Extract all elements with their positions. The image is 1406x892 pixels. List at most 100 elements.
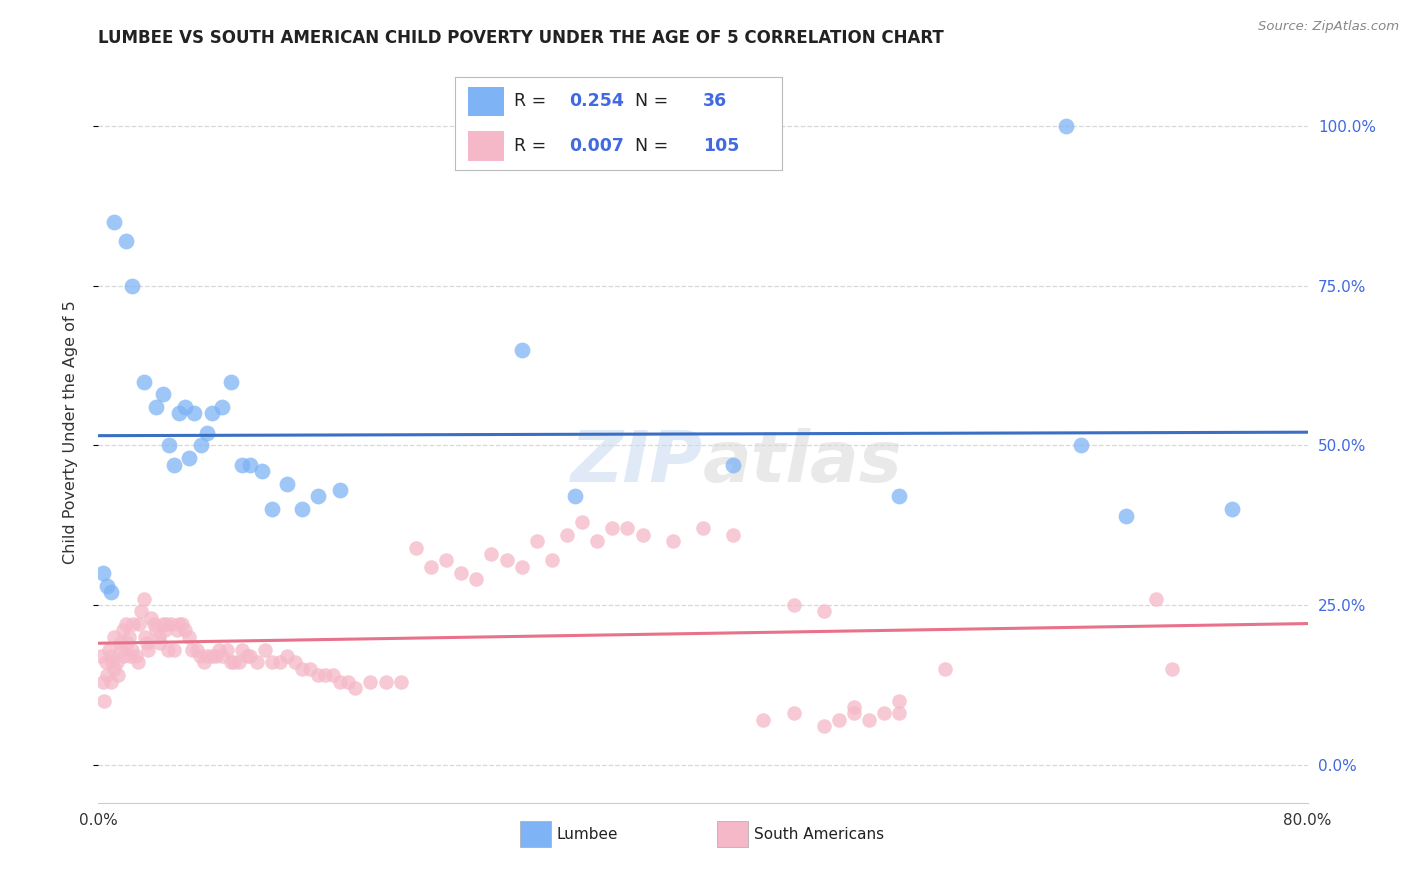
- Point: [98, 642, 121, 657]
- Point: [344, 681, 367, 695]
- Point: [434, 553, 457, 567]
- Point: [108, 636, 131, 650]
- Point: [510, 559, 533, 574]
- Text: ZIP: ZIP: [571, 428, 703, 497]
- Point: [125, 648, 148, 663]
- Point: [208, 642, 231, 657]
- Point: [586, 534, 609, 549]
- Point: [110, 642, 132, 657]
- Point: [93, 694, 115, 708]
- Point: [183, 407, 205, 421]
- Point: [723, 458, 745, 472]
- Point: [190, 438, 212, 452]
- Point: [540, 553, 562, 567]
- Point: [179, 630, 201, 644]
- Point: [934, 662, 956, 676]
- Point: [136, 642, 159, 657]
- Point: [156, 642, 179, 657]
- Point: [889, 490, 911, 504]
- Point: [195, 648, 218, 663]
- Point: [510, 343, 533, 357]
- Point: [107, 668, 129, 682]
- Point: [262, 656, 284, 670]
- Point: [555, 527, 578, 541]
- Point: [112, 648, 135, 663]
- Point: [858, 713, 880, 727]
- Point: [91, 566, 114, 580]
- Point: [181, 642, 204, 657]
- Point: [307, 668, 329, 682]
- Point: [103, 662, 125, 676]
- Point: [132, 591, 155, 606]
- Point: [121, 278, 143, 293]
- Point: [336, 674, 359, 689]
- Point: [152, 617, 174, 632]
- Point: [1220, 502, 1243, 516]
- Point: [141, 610, 163, 624]
- Point: [128, 617, 150, 632]
- Point: [122, 617, 145, 632]
- Point: [221, 375, 243, 389]
- Point: [276, 648, 298, 663]
- Point: [889, 694, 911, 708]
- Point: [163, 458, 186, 472]
- Point: [91, 674, 114, 689]
- Point: [179, 451, 201, 466]
- Point: [450, 566, 472, 580]
- Point: [314, 668, 336, 682]
- Point: [1144, 591, 1167, 606]
- Point: [495, 553, 517, 567]
- Point: [1054, 120, 1077, 134]
- Point: [235, 648, 257, 663]
- Point: [211, 648, 233, 663]
- Point: [813, 604, 835, 618]
- Point: [193, 656, 215, 670]
- Point: [224, 656, 246, 670]
- Point: [103, 630, 125, 644]
- Point: [1160, 662, 1182, 676]
- Point: [1070, 438, 1092, 452]
- Point: [100, 648, 122, 663]
- Point: [149, 636, 172, 650]
- Point: [481, 547, 503, 561]
- Point: [100, 674, 122, 689]
- Point: [121, 642, 143, 657]
- Point: [148, 630, 170, 644]
- Point: [239, 648, 262, 663]
- Point: [889, 706, 911, 721]
- Point: [269, 656, 291, 670]
- Point: [167, 617, 190, 632]
- Point: [291, 502, 314, 516]
- Point: [155, 617, 177, 632]
- Point: [100, 585, 122, 599]
- Point: [564, 490, 586, 504]
- Point: [173, 400, 195, 414]
- Point: [783, 706, 806, 721]
- Point: [221, 656, 243, 670]
- Point: [813, 719, 835, 733]
- Point: [246, 656, 269, 670]
- Point: [211, 400, 233, 414]
- Point: [873, 706, 896, 721]
- Point: [405, 541, 427, 555]
- Point: [160, 617, 183, 632]
- Point: [692, 521, 714, 535]
- Point: [173, 624, 195, 638]
- Point: [96, 668, 118, 682]
- Point: [526, 534, 548, 549]
- Point: [111, 624, 134, 638]
- Point: [120, 648, 142, 663]
- Point: [132, 375, 155, 389]
- Point: [465, 573, 488, 587]
- Point: [360, 674, 382, 689]
- Point: [284, 656, 307, 670]
- Point: [159, 438, 181, 452]
- Point: [228, 656, 250, 670]
- Point: [329, 674, 352, 689]
- Point: [135, 636, 157, 650]
- Text: LUMBEE VS SOUTH AMERICAN CHILD POVERTY UNDER THE AGE OF 5 CORRELATION CHART: LUMBEE VS SOUTH AMERICAN CHILD POVERTY U…: [98, 29, 945, 47]
- Point: [307, 490, 329, 504]
- Point: [844, 706, 866, 721]
- Point: [201, 407, 224, 421]
- Point: [250, 464, 273, 478]
